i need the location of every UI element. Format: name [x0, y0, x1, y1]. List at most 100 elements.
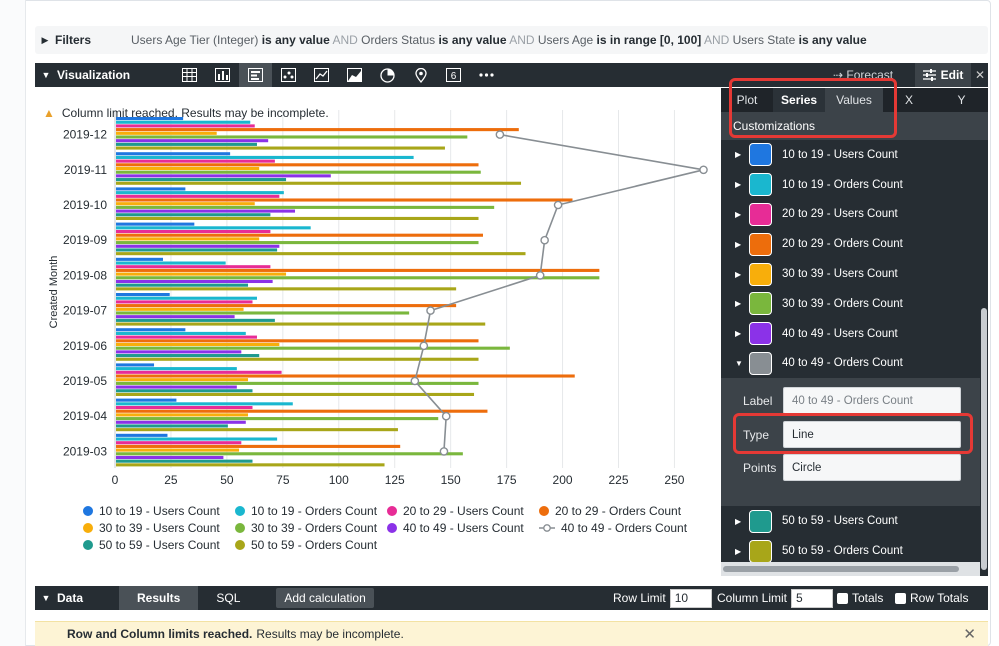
chevron-right-icon[interactable]: ▶: [735, 299, 742, 309]
row-limit-label: Row Limit: [613, 591, 666, 605]
series-row[interactable]: ▼ 40 to 49 - Orders Count: [721, 349, 980, 379]
chevron-right-icon[interactable]: ▶: [735, 239, 742, 249]
pie-chart-icon[interactable]: [371, 63, 404, 87]
legend-item[interactable]: 30 to 39 - Orders Count: [235, 521, 387, 535]
panel-scrollbar[interactable]: [980, 140, 988, 576]
series-row[interactable]: ▶ 20 to 29 - Users Count: [721, 200, 980, 230]
bar: [116, 233, 483, 237]
bar-chart-icon[interactable]: [239, 63, 272, 87]
bar: [116, 226, 311, 230]
y-tick-label: 2019-11: [64, 163, 107, 177]
filter-field: Users Age: [537, 33, 594, 47]
filters-bar[interactable]: ▶ Filters Users Age Tier (Integer) is an…: [35, 26, 988, 54]
bar: [116, 398, 177, 402]
area-chart-icon[interactable]: [338, 63, 371, 87]
legend-item[interactable]: 20 to 29 - Users Count: [387, 504, 539, 518]
legend-item[interactable]: 20 to 29 - Orders Count: [539, 504, 699, 518]
collapse-data-icon[interactable]: ▼: [41, 593, 51, 603]
legend-item[interactable]: 50 to 59 - Orders Count: [235, 538, 387, 552]
series-line: [413, 133, 704, 452]
filter-field: Users State: [732, 33, 796, 47]
filter-op: AND: [329, 33, 362, 47]
column-chart-icon[interactable]: [206, 63, 239, 87]
series-row[interactable]: ▶ 10 to 19 - Orders Count: [721, 170, 980, 200]
series-row[interactable]: ▶ 10 to 19 - Users Count: [721, 140, 980, 170]
legend-item[interactable]: 50 to 59 - Users Count: [83, 538, 235, 552]
chevron-right-icon[interactable]: ▶: [735, 329, 742, 339]
chevron-right-icon[interactable]: ▶: [735, 180, 742, 190]
sliders-icon: [922, 69, 936, 81]
series-color-swatch[interactable]: [749, 322, 772, 346]
legend-item[interactable]: 40 to 49 - Orders Count: [539, 521, 699, 535]
chevron-right-icon[interactable]: ▶: [735, 269, 742, 279]
tab-plot[interactable]: Plot: [736, 93, 758, 107]
tab-y[interactable]: Y: [957, 93, 966, 107]
filter-cond: is any value: [258, 33, 330, 47]
chevron-right-icon[interactable]: ▶: [735, 516, 742, 526]
collapse-viz-icon[interactable]: ▼: [41, 70, 51, 80]
series-color-swatch[interactable]: [749, 509, 772, 533]
tab-sql[interactable]: SQL: [216, 591, 241, 605]
map-pin-icon[interactable]: [404, 63, 437, 87]
line-chart-icon[interactable]: [305, 63, 338, 87]
row-limit-input[interactable]: 10: [669, 588, 712, 608]
label-input[interactable]: 40 to 49 - Orders Count: [783, 387, 961, 415]
chevron-right-icon[interactable]: ▶: [735, 209, 742, 219]
tab-results[interactable]: Results: [119, 586, 199, 610]
row-totals-checkbox[interactable]: [895, 592, 906, 604]
series-color-swatch[interactable]: [749, 143, 772, 167]
scatter-icon[interactable]: [272, 63, 305, 87]
totals-checkbox[interactable]: [837, 592, 848, 604]
series-edit-panel: Plot Series Values X Y Customizations ▶ 1…: [721, 88, 988, 576]
dismiss-warning-icon[interactable]: ✕: [963, 626, 976, 643]
expand-filters-icon[interactable]: ▶: [41, 34, 49, 45]
legend-item[interactable]: 40 to 49 - Users Count: [387, 521, 539, 535]
line-point: [426, 306, 435, 315]
close-edit-icon[interactable]: ✕: [975, 68, 986, 82]
series-color-swatch[interactable]: [749, 232, 772, 256]
legend-label: 40 to 49 - Orders Count: [561, 521, 688, 535]
series-color-swatch[interactable]: [749, 173, 772, 197]
add-calculation-button[interactable]: Add calculation: [276, 588, 374, 608]
tab-values[interactable]: Values: [825, 88, 883, 112]
series-color-swatch[interactable]: [749, 351, 772, 375]
tab-x[interactable]: X: [904, 93, 913, 107]
points-select[interactable]: Circle: [783, 454, 961, 482]
chevron-right-icon[interactable]: ▶: [735, 546, 742, 556]
y-tick-label: 2019-06: [63, 339, 107, 353]
tab-series[interactable]: Series: [773, 88, 826, 112]
chevron-down-icon[interactable]: ▼: [735, 358, 743, 368]
scrollbar-thumb[interactable]: [981, 308, 987, 570]
table-icon[interactable]: [173, 63, 206, 87]
legend-item[interactable]: 10 to 19 - Orders Count: [235, 504, 387, 518]
x-tick-label: 75: [276, 473, 290, 487]
series-color-swatch[interactable]: [749, 262, 772, 286]
type-select[interactable]: Line: [783, 421, 961, 449]
bar: [116, 448, 240, 452]
series-color-swatch[interactable]: [749, 539, 772, 563]
chevron-right-icon[interactable]: ▶: [735, 150, 742, 160]
series-row[interactable]: ▶ 30 to 39 - Users Count: [721, 259, 980, 289]
panel-h-scrollbar[interactable]: [721, 562, 980, 576]
edit-button[interactable]: Edit: [915, 63, 971, 87]
series-row[interactable]: ▶ 30 to 39 - Orders Count: [721, 289, 980, 319]
line-point: [441, 411, 451, 421]
h-scrollbar-thumb[interactable]: [723, 566, 959, 572]
single-value-icon[interactable]: 6: [437, 63, 470, 87]
series-row[interactable]: ▶ 20 to 29 - Orders Count: [721, 229, 980, 259]
series-color-swatch[interactable]: [749, 202, 772, 226]
column-limit-input[interactable]: 5: [791, 588, 834, 608]
series-name: 40 to 49 - Users Count: [782, 327, 898, 340]
series-color-swatch[interactable]: [749, 292, 772, 316]
series-row[interactable]: ▶ 50 to 59 - Orders Count: [721, 536, 980, 566]
legend-item[interactable]: 10 to 19 - Users Count: [83, 504, 235, 518]
bar: [116, 187, 186, 191]
forecast-button[interactable]: ⇢ Forecast: [833, 68, 893, 82]
series-row[interactable]: ▶ 50 to 59 - Users Count: [721, 506, 980, 536]
series-row[interactable]: ▶ 40 to 49 - Users Count: [721, 319, 980, 349]
bar: [116, 402, 293, 406]
more-icon[interactable]: [470, 63, 503, 87]
legend-item[interactable]: 30 to 39 - Users Count: [83, 521, 235, 535]
type-label: Type: [743, 427, 770, 442]
y-tick-label: 2019-04: [63, 409, 107, 423]
